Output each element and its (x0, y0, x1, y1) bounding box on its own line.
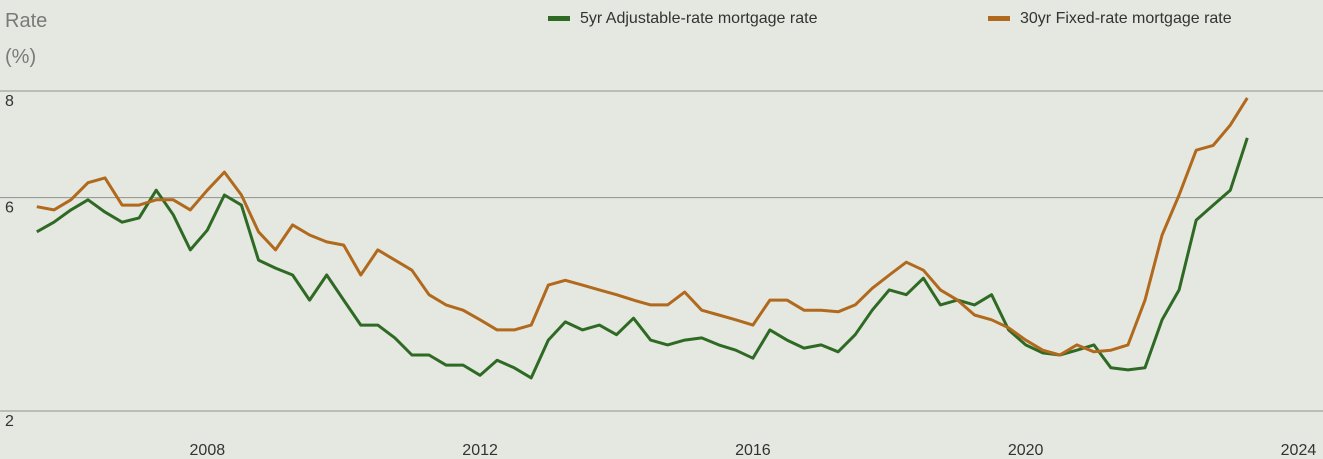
legend-label: 5yr Adjustable-rate mortgage rate (580, 10, 818, 27)
series-line (36, 97, 1249, 357)
legend-swatch (988, 16, 1010, 21)
y-tick-label: 8 (5, 93, 14, 110)
series-line (36, 137, 1249, 380)
x-tick-label: 2024 (1281, 442, 1317, 459)
y-axis-label: Rate (5, 10, 47, 32)
x-tick-label: 2016 (735, 442, 771, 459)
x-tick-label: 2008 (190, 442, 226, 459)
legend-label: 30yr Fixed-rate mortgage rate (1020, 10, 1232, 27)
y-axis-label: (%) (5, 46, 36, 68)
y-tick-label: 6 (5, 200, 14, 217)
x-tick-label: 2012 (462, 442, 498, 459)
x-tick-label: 2020 (1008, 442, 1044, 459)
y-tick-label: 2 (5, 413, 14, 430)
legend-swatch (548, 16, 570, 21)
